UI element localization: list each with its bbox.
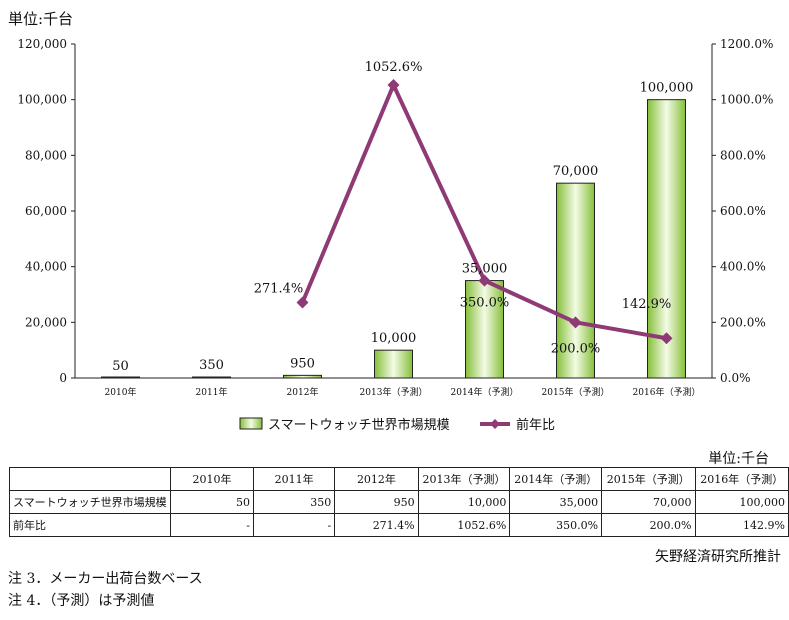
bar-value-label: 10,000 [371,331,417,346]
table-cell: 142.9% [694,513,789,537]
table-header-cell: 2011年 [252,467,336,491]
data-table: 2010年 2011年 2012年 2013年（予測） 2014年（予測） 20… [9,467,789,537]
legend-line-marker [490,419,500,429]
y-left-tick-label: 60,000 [25,204,67,218]
x-tick-label: 2012年 [287,386,319,398]
y-right-tick-label: 400.0% [720,260,766,274]
table-header-row: 2010年 2011年 2012年 2013年（予測） 2014年（予測） 20… [9,467,789,491]
table-cell: 350 [252,490,336,514]
yoy-value-label: 350.0% [460,296,510,311]
table-row: スマートウォッチ世界市場規模 50 350 950 10,000 35,000 … [9,490,789,514]
y-right-tick-label: 200.0% [720,315,766,329]
legend-line-label: 前年比 [516,417,555,433]
table-cell: 70,000 [601,490,696,514]
y-left-tick-label: 100,000 [17,93,67,107]
x-tick-label: 2011年 [196,386,228,398]
table-header-cell: 2015年（予測） [601,467,696,491]
bar-value-label: 50 [112,359,129,374]
yoy-value-label: 1052.6% [365,60,423,75]
y-right-tick-label: 1200.0% [720,37,773,51]
table-cell: 100,000 [694,490,789,514]
y-right-tick-label: 800.0% [720,148,766,162]
x-tick-label: 2014年（予測） [451,386,519,398]
table-header-cell: 2016年（予測） [694,467,789,491]
yoy-value-label: 142.9% [622,297,672,312]
yoy-value-label: 200.0% [551,341,601,356]
bar [374,349,413,379]
y-left-tick-label: 80,000 [25,148,67,162]
table-row-label: 前年比 [9,513,171,537]
y-right-tick-label: 1000.0% [720,93,773,107]
table-cell: 50 [169,490,254,514]
bar [101,376,140,379]
table-header-cell: 2010年 [169,467,254,491]
note-3: 注 3．メーカー出荷台数ベース [8,571,203,587]
table-header-cell: 2012年 [334,467,419,491]
table-cell: 35,000 [509,490,603,514]
table-row: 前年比 - - 271.4% 1052.6% 350.0% 200.0% 142… [9,513,789,537]
bar [283,374,322,379]
x-tick-label: 2010年 [105,386,137,398]
y-left-tick-label: 120,000 [17,37,67,51]
legend-bar-label: スマートウォッチ世界市場規模 [268,417,450,433]
yoy-marker [387,79,400,92]
table-cell: - [169,513,254,537]
y-left-tick-label: 20,000 [25,315,67,329]
yoy-marker [478,274,491,287]
table-cell: 350.0% [509,513,603,537]
table-cell: 200.0% [601,513,696,537]
y-left-tick-label: 40,000 [25,260,67,274]
bar [647,99,686,379]
legend-bar-swatch [239,417,263,430]
table-cell: 1052.6% [417,513,511,537]
y-left-tick-label: 0 [59,371,67,385]
x-tick-label: 2016年（予測） [633,386,701,398]
table-header-cell: 2013年（予測） [417,467,511,491]
yoy-marker [660,332,673,345]
bar-value-label: 350 [199,358,224,373]
bar [556,182,595,379]
bar-value-label: 70,000 [553,164,599,179]
yoy-value-label: 271.4% [254,281,304,296]
yoy-marker [569,316,582,329]
table-cell: 271.4% [334,513,419,537]
bar-value-label: 35,000 [462,262,508,277]
bar [465,280,504,379]
bar-value-label: 100,000 [640,81,694,96]
bar [192,376,231,379]
table-header-cell [9,467,171,491]
x-tick-label: 2013年（予測） [360,386,428,398]
table-cell: 950 [334,490,419,514]
market-size-chart: 0 20,000 40,000 60,000 80,000 100,000 120,000 0… [17,37,773,433]
y-right-tick-label: 0.0% [720,371,751,385]
table-unit-label: 単位:千台 [708,451,769,467]
x-tick-label: 2015年（予測） [542,386,610,398]
yoy-marker [296,296,309,309]
table-header-cell: 2014年（予測） [509,467,603,491]
table-row-label: スマートウォッチ世界市場規模 [9,490,171,514]
y-right-tick-label: 600.0% [720,204,766,218]
note-4: 注 4．（予測）は予測値 [8,593,155,609]
chart-unit-label: 単位:千台 [8,10,74,28]
bar-value-label: 950 [290,356,315,371]
table-cell: - [252,513,336,537]
source-credit: 矢野経済研究所推計 [655,549,781,565]
table-cell: 10,000 [417,490,511,514]
